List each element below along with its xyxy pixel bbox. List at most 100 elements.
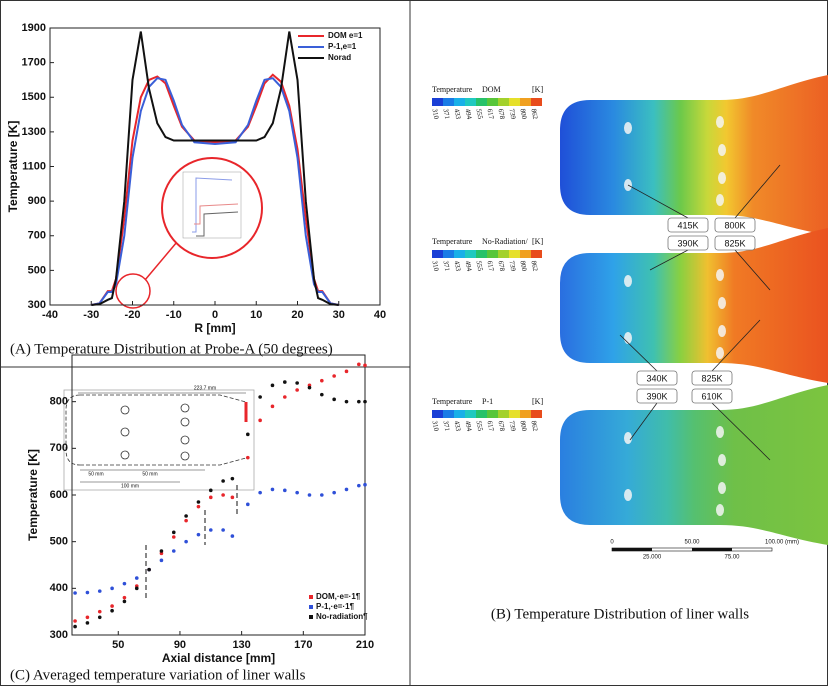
- caption: (A) Temperature Distribution at Probe-A …: [10, 341, 333, 357]
- callout-box: [667, 235, 709, 251]
- y-tick-label: 1700: [22, 57, 46, 69]
- colorbar-tick: 800: [519, 420, 529, 432]
- y-tick-label: 300: [50, 629, 68, 641]
- data-point: [230, 534, 235, 538]
- hole: [716, 116, 724, 128]
- colorbar-cell: [443, 98, 454, 106]
- colorbar-tick: 371: [442, 260, 452, 272]
- data-point: [221, 479, 225, 483]
- colorbar-tick: 494: [464, 420, 474, 432]
- hole: [718, 144, 726, 156]
- callout-box: [714, 235, 756, 251]
- leader-line: [619, 334, 658, 372]
- colorbar-title: Temperature: [432, 85, 473, 94]
- colorbar-tick: 555: [475, 260, 485, 272]
- data-point: [73, 591, 77, 595]
- schematic: [63, 389, 255, 491]
- hole: [718, 454, 726, 466]
- liner-wall: [560, 228, 828, 383]
- leader-line: [711, 402, 771, 461]
- colorbar-tick: 433: [453, 420, 463, 432]
- data-point: [230, 476, 235, 481]
- x-tick-label: 210: [356, 639, 374, 651]
- data-point: [184, 518, 188, 523]
- x-tick-label: 90: [174, 639, 186, 651]
- data-point: [221, 493, 225, 497]
- colorbar-tick: 433: [453, 260, 463, 272]
- data-point: [258, 395, 262, 399]
- colorbar-tick: 678: [497, 420, 507, 432]
- y-tick-label: 1500: [22, 91, 46, 103]
- legend-label: P-1,e=1: [328, 42, 357, 51]
- hole: [716, 347, 724, 359]
- liner-label: No-Radiation/: [482, 237, 529, 246]
- data-point: [246, 502, 250, 507]
- y-tick-label: 1900: [22, 22, 46, 34]
- callout-label: 390K: [646, 391, 667, 401]
- hole: [624, 275, 632, 287]
- colorbar-unit: [K]: [532, 237, 543, 246]
- legend-label: DOM e=1: [328, 31, 363, 40]
- colorbar-cell: [476, 98, 487, 106]
- x-tick-label: 50: [112, 639, 124, 651]
- callout-label: 610K: [701, 391, 722, 401]
- y-tick-label: 500: [50, 536, 68, 548]
- data-point: [283, 395, 287, 399]
- hole: [716, 426, 724, 438]
- x-tick-label: -30: [83, 309, 99, 321]
- callout-box: [667, 217, 709, 233]
- leader-line: [711, 319, 761, 372]
- hole: [716, 504, 724, 516]
- data-point: [97, 609, 102, 614]
- callout-box: [636, 370, 678, 386]
- colorbar-cell: [531, 250, 542, 258]
- data-point: [147, 567, 151, 572]
- y-tick-label: 300: [28, 299, 46, 311]
- x-axis-label: R [mm]: [194, 321, 235, 335]
- hole: [716, 269, 724, 281]
- caption: (B) Temperature Distribution of liner wa…: [491, 606, 749, 622]
- data-point: [73, 624, 77, 629]
- legend-label: No-radiation¶: [316, 612, 368, 621]
- y-axis-label: Temperature [K]: [6, 121, 20, 213]
- data-point: [171, 549, 176, 553]
- colorbar-cell: [520, 98, 531, 106]
- colorbar-tick: 800: [519, 260, 529, 272]
- data-point: [85, 621, 90, 625]
- data-point: [184, 539, 188, 544]
- data-point: [159, 558, 164, 563]
- colorbar-cell: [531, 410, 542, 418]
- data-point: [344, 487, 349, 492]
- hole: [718, 297, 726, 309]
- colorbar-cell: [520, 250, 531, 258]
- colorbar-tick: 371: [442, 108, 452, 120]
- colorbar-tick: 555: [475, 420, 485, 432]
- data-point: [332, 490, 336, 495]
- hole: [716, 194, 724, 206]
- callout-label: 825K: [701, 373, 722, 383]
- data-point: [134, 576, 139, 580]
- colorbar-cell: [487, 410, 498, 418]
- colorbar-tick: 862: [530, 108, 540, 120]
- callout-label: 390K: [677, 238, 698, 248]
- colorbar-cell: [509, 98, 520, 106]
- data-point: [344, 369, 349, 374]
- data-point: [295, 388, 299, 392]
- colorbar-cell: [531, 98, 542, 106]
- colorbar-tick: 310: [431, 108, 441, 120]
- colorbar-tick: 862: [530, 260, 540, 272]
- y-tick-label: 900: [28, 195, 46, 207]
- colorbar-tick: 617: [486, 108, 496, 120]
- callout-label: 415K: [677, 220, 698, 230]
- line-series: [91, 73, 340, 306]
- data-point: [110, 604, 114, 608]
- line-series: [91, 77, 340, 306]
- liner-wall: [560, 75, 828, 235]
- data-point: [85, 615, 90, 620]
- data-point: [320, 378, 324, 383]
- data-point: [332, 397, 336, 402]
- colorbar-cell: [509, 250, 520, 258]
- data-point: [171, 535, 176, 539]
- data-point: [270, 383, 275, 388]
